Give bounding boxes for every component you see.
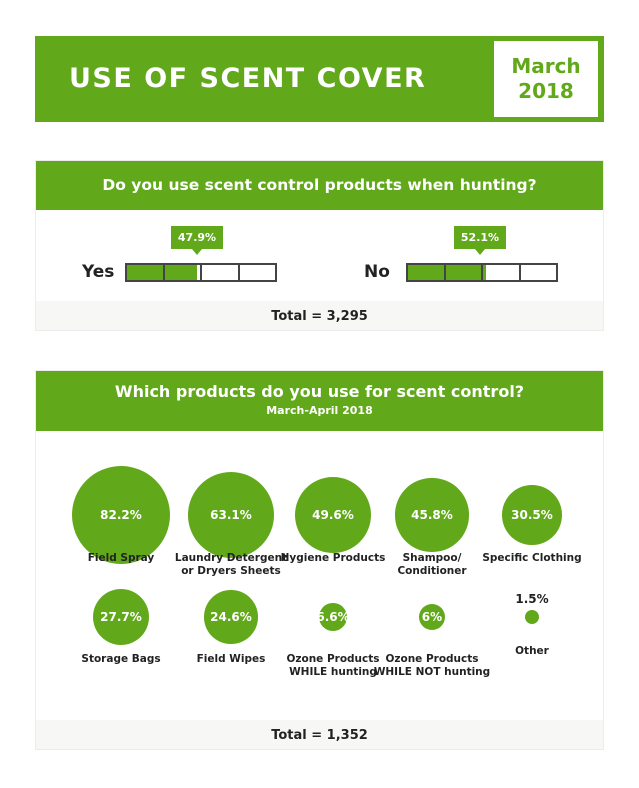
bubble-6: 27.7% (92, 588, 150, 646)
bubble-category-label: Ozone Products WHILE hunting (286, 653, 380, 678)
scent-control-usage-card: Do you use scent control products when h… (35, 160, 604, 331)
products-bubble-chart: 82.2% Field Spray 63.1% Laundry Detergent o… (36, 431, 603, 720)
answer-no-label: No (364, 262, 390, 282)
bubble-2: 63.1% (188, 472, 274, 558)
answer-no-percent: 52.1% (454, 226, 506, 255)
bubble-value-label: 6.6% (316, 609, 350, 624)
bubble-category-label: Ozone Products WHILE NOT hunting (373, 653, 491, 678)
usage-question: Do you use scent control products when h… (36, 161, 603, 210)
bubble-value-label: 30.5% (511, 507, 553, 522)
bubble-category-label: Laundry Detergent or Dryers Sheets (174, 552, 288, 577)
bubble-value-label: 27.7% (100, 609, 142, 624)
bubble-value-label: 82.2% (100, 508, 142, 522)
date-year: 2018 (518, 79, 574, 103)
bubble-7: 24.6% (204, 590, 258, 644)
bubble-value-label: 45.8% (411, 507, 453, 522)
page-title: USE OF SCENT COVER (69, 63, 427, 94)
bubble-value-label: 49.6% (312, 507, 354, 522)
bubble-category-label: Specific Clothing (482, 552, 582, 564)
bubble-4: 45.8% (395, 478, 469, 552)
products-subtitle: March-April 2018 (266, 404, 373, 417)
bubble-3: 49.6% (294, 476, 372, 554)
bubble-category-label: Other (515, 645, 549, 657)
bubble-8: 6.6% (316, 603, 350, 631)
bubble-value-label: 63.1% (210, 507, 252, 522)
products-card: Which products do you use for scent cont… (35, 370, 604, 750)
bubble-category-label: Field Wipes (196, 653, 266, 665)
bubble-value-label: 6% (421, 609, 443, 624)
bubble-category-label: Shampoo/ Conditioner (397, 552, 467, 577)
bubble-5: 30.5% (502, 485, 562, 545)
answer-no-bar (406, 263, 558, 282)
date-box: March 2018 (494, 41, 598, 117)
answer-yes-percent: 47.9% (171, 226, 223, 255)
bubble-category-label: Field Spray (87, 552, 155, 564)
bubble-value-label: 24.6% (210, 609, 252, 624)
usage-total: Total = 3,295 (271, 309, 368, 324)
bubble-1: 82.2% (72, 466, 170, 564)
bubble-9: 6% (418, 603, 446, 631)
products-question: Which products do you use for scent cont… (114, 382, 525, 401)
bubble-10 (525, 610, 539, 624)
date-month: March (511, 54, 581, 78)
answer-yes-bar (125, 263, 277, 282)
products-total: Total = 1,352 (271, 728, 368, 743)
header-banner: USE OF SCENT COVER March 2018 (35, 36, 604, 122)
bubble-category-label: Storage Bags (81, 653, 161, 665)
bubble-category-label: Hygiene Products (280, 552, 386, 564)
answer-yes-label: Yes (82, 262, 115, 282)
bubble-value-label: 1.5% (515, 592, 549, 606)
products-header: Which products do you use for scent cont… (36, 371, 603, 431)
usage-answers: Yes 47.9% No 52.1% (36, 210, 603, 301)
